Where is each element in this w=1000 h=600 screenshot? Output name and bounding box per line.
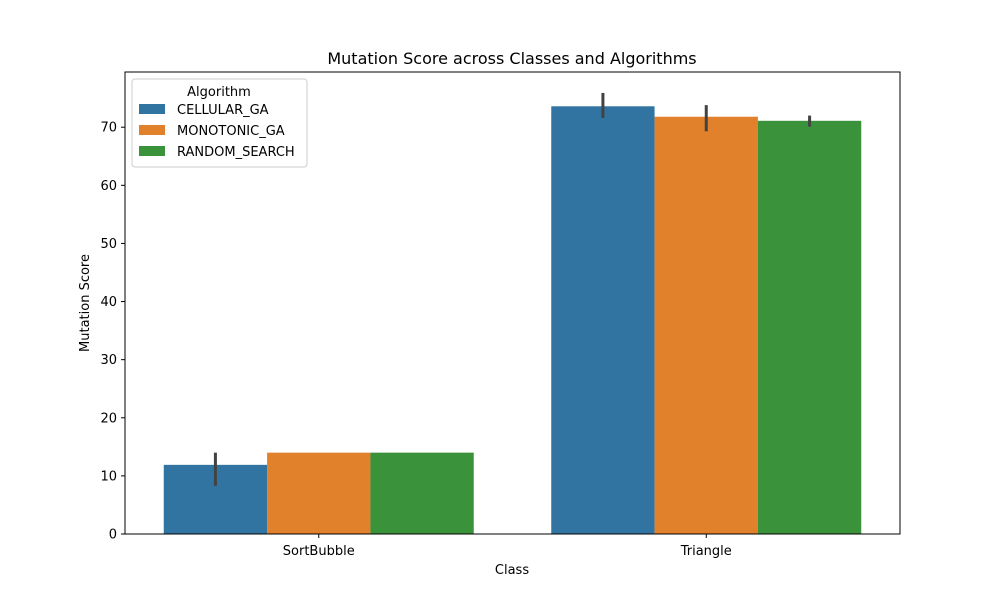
legend-entry-label: CELLULAR_GA bbox=[177, 103, 269, 118]
plot-frame bbox=[124, 71, 901, 535]
y-axis: 0 10 20 30 40 50 60 70 bbox=[100, 121, 125, 543]
bars-layer bbox=[163, 106, 862, 535]
y-tick-label: 20 bbox=[100, 411, 117, 426]
y-tick-label: 0 bbox=[109, 528, 117, 543]
y-tick-label: 60 bbox=[100, 179, 117, 194]
y-tick-label: 40 bbox=[100, 295, 117, 310]
error-bars-layer bbox=[213, 92, 812, 486]
x-tick-label: SortBubble bbox=[283, 544, 355, 559]
legend-swatch bbox=[139, 146, 165, 156]
bar bbox=[551, 106, 655, 534]
y-axis-label: Mutation Score bbox=[78, 254, 93, 352]
y-tick-label: 50 bbox=[100, 237, 117, 252]
legend: Algorithm CELLULAR_GA MONOTONIC_GA RANDOM_… bbox=[131, 78, 308, 168]
bar bbox=[757, 120, 862, 534]
y-tick-label: 70 bbox=[100, 121, 117, 136]
legend-swatch bbox=[139, 104, 165, 114]
x-axis: SortBubble Triangle bbox=[283, 534, 732, 559]
bar bbox=[267, 452, 371, 534]
x-axis-label: Class bbox=[495, 563, 529, 578]
y-tick-label: 10 bbox=[100, 469, 117, 484]
bar bbox=[370, 452, 474, 534]
legend-entry-label: RANDOM_SEARCH bbox=[177, 145, 295, 160]
legend-box bbox=[131, 78, 308, 168]
bar bbox=[654, 116, 758, 535]
chart-title: Mutation Score across Classes and Algori… bbox=[327, 49, 696, 68]
x-tick-label: Triangle bbox=[680, 544, 732, 559]
y-tick-label: 30 bbox=[100, 353, 117, 368]
legend-swatch bbox=[139, 125, 165, 135]
legend-entry-label: MONOTONIC_GA bbox=[177, 124, 285, 139]
legend-title: Algorithm bbox=[187, 85, 251, 100]
